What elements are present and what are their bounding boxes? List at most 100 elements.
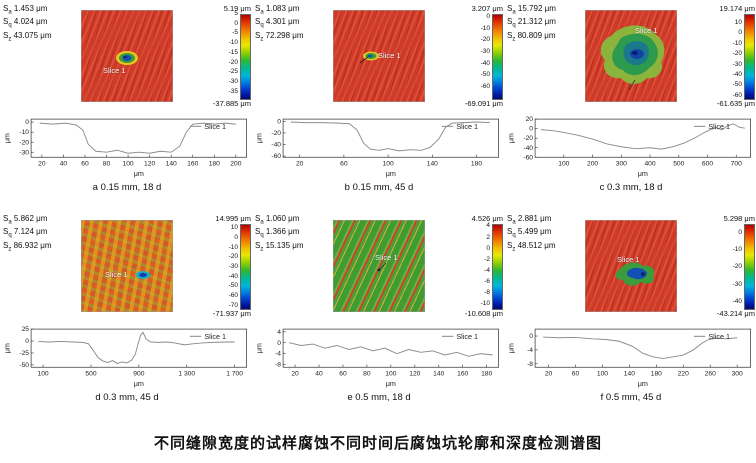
colorbar-tick-label: 0 (234, 234, 238, 242)
stat-symbol: S (3, 17, 9, 27)
colorbar-gradient (744, 14, 755, 100)
stat-subscript: q (8, 233, 12, 240)
svg-text:-10: -10 (19, 129, 29, 136)
svg-text:160: 160 (457, 371, 468, 378)
colorbar-tick-label: -30 (228, 263, 238, 271)
colorbar-tick-label: -70 (228, 301, 238, 309)
stat-subscript: q (8, 22, 12, 29)
svg-text:1 300: 1 300 (178, 371, 195, 378)
stat-row: Sq 1.366 μm (255, 227, 309, 240)
stat-value: 72.298 μm (265, 30, 304, 40)
colorbar-ticks: 10 0 -10 -20 -30 -40 -50 -60 (722, 14, 744, 99)
colorbar-tick-label: -4 (484, 266, 490, 274)
colorbar-tick-label: 0 (486, 244, 490, 252)
stat-symbol: S (507, 30, 513, 40)
stat-symbol: S (3, 4, 9, 13)
surface-stats: Sa 2.881 μm Sq 5.499 μm Sz 48.512 μm (507, 212, 561, 324)
svg-text:180: 180 (471, 161, 482, 168)
colorbar-ticks: 10 0 -10 -20 -30 -40 -50 -60 -70 (218, 224, 240, 308)
stat-subscript: a (512, 219, 516, 226)
colorbar-tick-label: 0 (738, 29, 742, 37)
corrosion-pit-graphic (116, 51, 138, 65)
colorbar-tick-label: -30 (228, 78, 238, 86)
corrosion-pit-graphic (600, 25, 665, 91)
stat-value: 1.366 μm (265, 227, 300, 237)
colorbar-tick-label: -5 (232, 29, 238, 37)
slice-label: Slice 1 (103, 66, 126, 75)
svg-text:0: 0 (529, 126, 533, 133)
surface-topography-image: Slice 1 (81, 10, 173, 102)
stat-subscript: q (512, 233, 516, 240)
surface-image-wrap: Slice 1 (561, 2, 701, 114)
svg-text:-4: -4 (275, 351, 281, 358)
svg-text:300: 300 (616, 161, 627, 168)
svg-text:60: 60 (572, 371, 580, 378)
colorbar-tick-label: -40 (732, 297, 742, 305)
panel-top: Sa 2.881 μm Sq 5.499 μm Sz 48.512 μm Slice… (507, 212, 755, 324)
svg-text:140: 140 (166, 161, 177, 168)
svg-text:-40: -40 (271, 142, 281, 149)
colorbar-tick-label: -20 (732, 263, 742, 271)
colorbar-tick-label: -20 (480, 36, 490, 44)
svg-text:100: 100 (597, 371, 608, 378)
stat-value: 21.312 μm (517, 17, 556, 27)
svg-text:120: 120 (144, 161, 155, 168)
stat-symbol: S (507, 4, 513, 13)
svg-text:-20: -20 (19, 139, 29, 146)
surface-stats: Sa 1.083 μm Sq 4.301 μm Sz 72.298 μm (255, 2, 309, 114)
colorbar-tick-label: -10 (732, 39, 742, 47)
stat-subscript: q (512, 22, 516, 29)
panel-caption: b 0.15 mm, 45 d (344, 182, 414, 193)
surface-image-wrap: Slice 1 (57, 2, 197, 114)
colorbar-tick-label: 4 (486, 222, 490, 230)
stat-subscript: q (260, 233, 264, 240)
svg-text:200: 200 (587, 161, 598, 168)
surface-topography-image: Slice 1 (333, 220, 425, 313)
stat-row: Sz 72.298 μm (255, 31, 309, 44)
colorbar-gradient (492, 14, 503, 100)
svg-text:500: 500 (85, 371, 96, 378)
slice-label: Slice 1 (617, 255, 640, 265)
svg-text:-20: -20 (523, 135, 533, 142)
svg-text:140: 140 (624, 371, 635, 378)
colorbar-max-label: 3.207 μm (471, 4, 503, 13)
svg-text:-60: -60 (523, 154, 533, 161)
stat-symbol: S (3, 227, 9, 237)
stat-subscript: a (8, 9, 12, 16)
colorbar-tick-label: -30 (480, 48, 490, 56)
colorbar-max-label: 14.995 μm (215, 214, 251, 224)
colorbar-tick-label: -20 (732, 50, 742, 58)
svg-text:100: 100 (558, 161, 569, 168)
svg-text:160: 160 (187, 161, 198, 168)
stat-row: Sz 15.135 μm (255, 241, 309, 254)
stat-symbol: S (255, 30, 261, 40)
colorbar-tick-label: -20 (228, 253, 238, 261)
svg-text:μm: μm (638, 379, 648, 388)
colorbar-body: 0 -10 -20 -30 -40 -50 -60 (470, 14, 503, 100)
svg-text:-40: -40 (523, 145, 533, 152)
stat-subscript: z (260, 36, 264, 43)
stat-subscript: a (260, 219, 264, 226)
slice-label: Slice 1 (635, 26, 658, 35)
svg-text:20: 20 (296, 161, 304, 168)
stat-row: Sz 86.932 μm (3, 241, 57, 254)
colorbar: 5.19 μm 5 0 -5 -10 -15 -20 -25 -30 -35 -37.885 μ… (197, 2, 251, 114)
surface-image-wrap: Slice 1 (57, 212, 197, 324)
panel-top: Sa 5.862 μm Sq 7.124 μm Sz 86.932 μm Slice… (3, 212, 251, 324)
colorbar-body: 10 0 -10 -20 -30 -40 -50 -60 (722, 14, 755, 100)
colorbar-tick-label: -15 (228, 48, 238, 56)
panel-top: Sa 1.060 μm Sq 1.366 μm Sz 15.135 μm Slice… (255, 212, 503, 324)
colorbar-tick-label: -10 (480, 24, 490, 32)
colorbar-min-label: -61.635 μm (716, 99, 755, 108)
stat-value: 80.809 μm (517, 30, 556, 40)
colorbar-tick-label: -60 (480, 82, 490, 90)
panel: Sa 1.453 μm Sq 4.024 μm Sz 43.075 μm Slice… (1, 1, 253, 211)
colorbar-tick-label: -25 (228, 68, 238, 76)
svg-text:40: 40 (60, 161, 68, 168)
svg-text:-20: -20 (271, 130, 281, 137)
colorbar-tick-label: -35 (228, 87, 238, 95)
stat-value: 1.060 μm (265, 214, 300, 224)
stat-symbol: S (3, 240, 9, 250)
colorbar-tick-label: -40 (732, 71, 742, 78)
